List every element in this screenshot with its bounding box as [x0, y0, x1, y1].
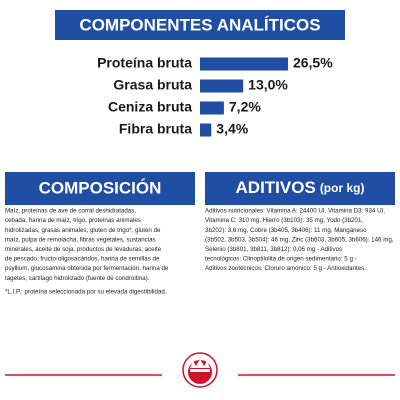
category-label: Grasa bruta — [113, 77, 192, 93]
value-label: 7,2% — [229, 99, 261, 115]
brand-logo — [182, 352, 218, 388]
composition-line: maíz, pulpa de remolacha, fibras vegetal… — [5, 236, 156, 243]
additives-line: Vitamina C: 310 mg, Hierro (3b103): 35 m… — [205, 217, 363, 224]
additives-line: 3b202): 3,6 mg, Cobre (3b405, 3b406): 11… — [205, 227, 367, 234]
additives-heading: ADITIVOS (por kg) — [236, 178, 365, 197]
value-label: 3,4% — [216, 121, 248, 137]
composition-line: Maíz, proteínas de ave de corral deshidr… — [5, 208, 136, 215]
category-label: Ceniza bruta — [108, 99, 192, 115]
category-label: Proteína bruta — [97, 55, 192, 71]
composition-line: minerales, aceite de soja, productos de … — [5, 246, 162, 253]
additives-line: Selenio (3b801, 3b811, 3b812): 0,06 mg -… — [205, 246, 342, 253]
bar — [200, 101, 224, 115]
bar — [200, 79, 244, 93]
composition-line: cebada, harina de maíz, trigo, proteínas… — [5, 217, 141, 224]
composition-title: COMPOSICIÓN — [39, 178, 162, 197]
chart-title: COMPONENTES ANALÍTICOS — [79, 15, 320, 34]
composition-line: hidrolizadas, grasas animales, gluten de… — [5, 227, 161, 234]
composition-line: psyllium, glucosamina obtenida por ferme… — [5, 265, 169, 272]
composition-line: de pescado, fructo-oligosacáridos, harin… — [5, 256, 160, 263]
bar — [200, 57, 288, 71]
value-label: 26,5% — [293, 55, 333, 71]
composition-footnote: *L.I.P.: proteína seleccionada por su el… — [5, 289, 167, 296]
additives-band — [205, 172, 395, 205]
title-band — [55, 10, 345, 40]
bar — [200, 123, 212, 137]
value-label: 13,0% — [248, 77, 288, 93]
additives-line: Aditivos nutricionales: Vitamina A: 2440… — [205, 208, 385, 215]
additives-line: tecnológicos: Clinoptilolita de origen s… — [205, 256, 357, 263]
category-label: Fibra bruta — [119, 121, 192, 137]
additives-subtitle: (por kg) — [320, 181, 365, 195]
additives-title: ADITIVOS — [236, 178, 316, 197]
composition-line: tagetes, cartílago hidrolizado (fuente d… — [5, 275, 150, 282]
additives-line: (3b502, 3b503, 3b504): 46 mg, Zinc (3b60… — [205, 236, 394, 243]
composition-band — [5, 172, 195, 205]
additives-line: Aditivos zootécnicos: Cloruro amónico: 5… — [205, 265, 366, 272]
